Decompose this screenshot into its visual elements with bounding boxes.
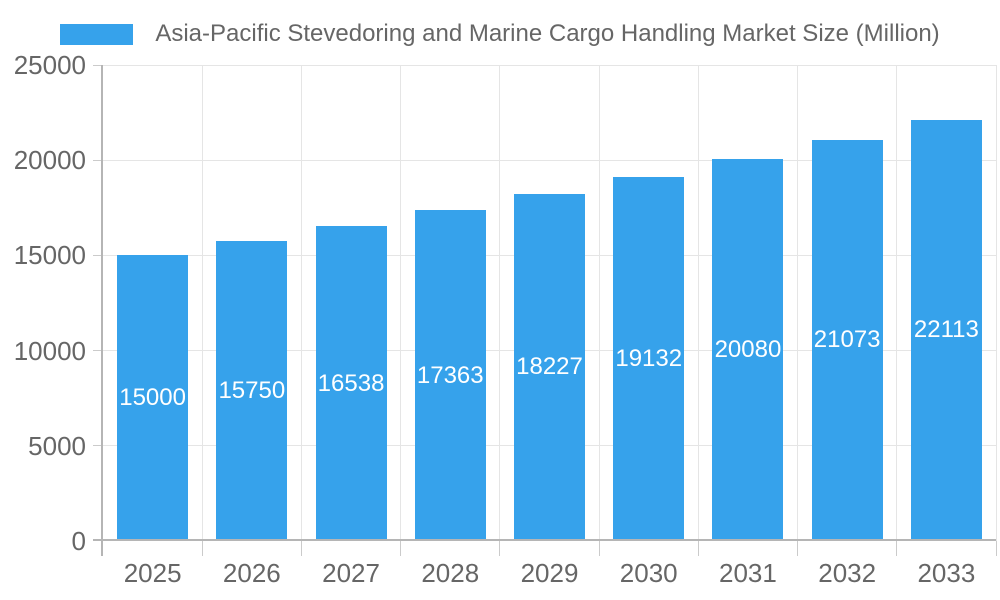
v-gridline <box>101 65 103 541</box>
x-axis-label: 2030 <box>619 558 678 588</box>
bar-value-label: 17363 <box>416 361 484 389</box>
y-axis-tick <box>93 350 103 352</box>
bar: 16538 <box>315 226 387 541</box>
h-gridline <box>103 539 996 541</box>
legend-label: Asia-Pacific Stevedoring and Marine Carg… <box>155 20 940 47</box>
chart-legend: Asia-Pacific Stevedoring and Marine Carg… <box>0 20 1000 48</box>
x-axis-label: 2027 <box>322 558 380 588</box>
v-gridline <box>400 65 402 541</box>
bar: 21073 <box>811 139 883 541</box>
y-axis-label: 0 <box>71 526 86 556</box>
bar-value-label: 18227 <box>516 353 583 381</box>
x-axis-label: 2026 <box>222 558 281 588</box>
y-axis-label: 20000 <box>13 145 86 176</box>
v-gridline <box>896 65 898 541</box>
x-axis-tick <box>797 541 799 556</box>
y-axis-label: 5000 <box>28 430 86 461</box>
x-axis-tick <box>598 541 600 556</box>
legend-swatch <box>60 23 134 45</box>
v-gridline <box>499 65 501 541</box>
bar-value-label: 22113 <box>913 316 979 344</box>
bar: 20080 <box>712 158 784 541</box>
v-gridline <box>201 65 203 541</box>
x-axis-tick <box>300 541 302 556</box>
x-axis-tick <box>896 541 898 556</box>
x-axis-label: 2031 <box>719 558 777 588</box>
bar: 15000 <box>117 255 189 541</box>
x-axis-label: 2032 <box>818 558 877 588</box>
v-gridline <box>797 65 799 541</box>
bar: 22113 <box>910 119 982 541</box>
x-axis-label: 2025 <box>123 558 182 588</box>
y-axis-label: 15000 <box>13 240 86 271</box>
x-axis-tick <box>697 541 699 556</box>
x-axis-tick <box>400 541 402 556</box>
x-axis-tick <box>201 541 203 556</box>
x-axis-label: 2028 <box>421 558 480 588</box>
x-axis-label: 2029 <box>520 558 579 588</box>
v-gridline <box>995 65 997 541</box>
v-gridline <box>300 65 302 541</box>
bar: 17363 <box>414 210 486 541</box>
y-axis-tick <box>93 539 103 541</box>
y-axis-tick <box>93 445 103 447</box>
bar: 18227 <box>514 193 585 541</box>
bar-value-label: 19132 <box>615 344 683 372</box>
v-gridline <box>598 65 600 541</box>
h-gridline <box>103 159 996 161</box>
x-axis-tick <box>499 541 501 556</box>
bar-value-label: 15750 <box>218 377 286 405</box>
plot-area: 15000 15750 16538 17363 18227 19132 20080 21073… <box>101 64 997 541</box>
bar: 19132 <box>613 176 685 541</box>
y-axis-label: 10000 <box>13 335 86 366</box>
y-axis-tick <box>93 159 103 161</box>
v-gridline <box>697 65 699 541</box>
x-axis-label: 2033 <box>917 558 976 588</box>
bar-value-label: 21073 <box>813 326 881 354</box>
x-axis-tick <box>995 541 997 556</box>
bar-value-label: 16538 <box>317 369 385 397</box>
y-axis-tick <box>93 254 103 256</box>
x-axis-tick <box>101 541 103 556</box>
y-axis-tick <box>93 64 103 66</box>
bar-value-label: 15000 <box>119 384 186 412</box>
bar: 15750 <box>216 241 288 541</box>
bar-value-label: 20080 <box>714 335 782 363</box>
y-axis-label: 25000 <box>13 50 86 80</box>
h-gridline <box>103 64 996 66</box>
